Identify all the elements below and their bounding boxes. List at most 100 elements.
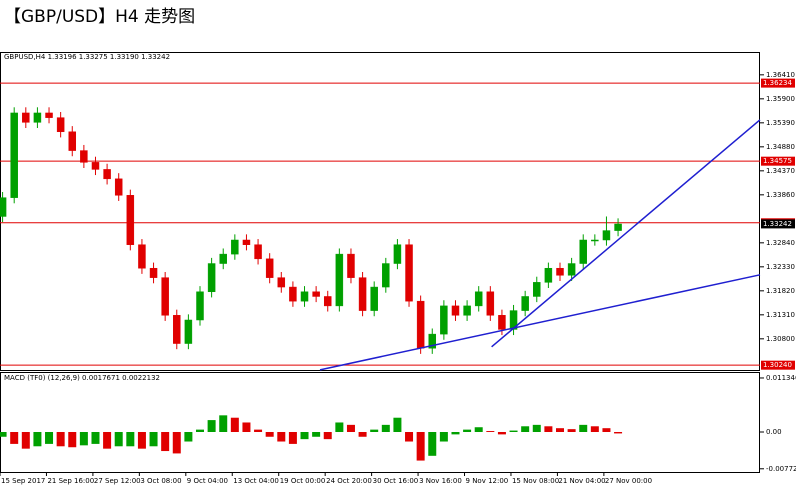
candle-body: [138, 244, 146, 269]
macd-bar: [300, 432, 309, 440]
candle-body: [149, 267, 158, 278]
macd-bar: [196, 429, 204, 432]
macd-bar: [497, 432, 506, 435]
x-tick-label: 9 Nov 12:00: [466, 477, 509, 485]
macd-bar: [439, 432, 448, 442]
macd-bar: [137, 432, 146, 449]
candle-body: [231, 239, 239, 255]
candle-body: [358, 277, 367, 311]
y-tick-label: 1.35390: [766, 119, 795, 127]
macd-bar: [230, 417, 239, 432]
y-tick-label: 1.33860: [766, 191, 795, 199]
candle-body: [254, 244, 262, 260]
y-tick-label: 1.34880: [766, 143, 795, 151]
macd-bar: [91, 432, 100, 444]
macd-bar: [242, 422, 251, 432]
x-tick-label: 3 Oct 08:00: [140, 477, 181, 485]
candle-body: [591, 239, 599, 242]
candle-body: [45, 112, 53, 118]
level-label-box: [761, 360, 795, 370]
candle-body: [370, 286, 378, 311]
macd-bar: [370, 429, 379, 432]
candle-body: [300, 291, 309, 302]
y-tick-label: 1.32840: [766, 239, 795, 247]
candle-body: [242, 239, 251, 245]
candle-body: [68, 131, 77, 151]
candle-body: [265, 258, 274, 278]
x-tick-label: 19 Oct 00:00: [280, 477, 326, 485]
main-pane: [0, 52, 760, 371]
candle-body: [56, 117, 65, 133]
symbol-info: GBPUSD,H4 1.33196 1.33275 1.33190 1.3324…: [4, 53, 170, 61]
level-label: 1.34575: [763, 157, 792, 165]
macd-bar: [149, 432, 158, 447]
macd-bar: [358, 432, 367, 437]
macd-bar: [323, 432, 332, 440]
candle-body: [184, 319, 193, 344]
candle-body: [114, 178, 123, 196]
macd-bar: [68, 432, 77, 448]
macd-bar: [590, 426, 599, 432]
x-tick-label: 21 Sep 16:00: [47, 477, 94, 485]
y-tick-label: 1.30800: [766, 335, 795, 343]
candle-body: [207, 263, 216, 293]
level-label: 1.36234: [763, 79, 792, 87]
x-tick-label: 24 Oct 20:00: [326, 477, 372, 485]
macd-bar: [416, 432, 425, 461]
macd-bar: [277, 432, 286, 442]
candle-body: [0, 197, 7, 217]
trendline: [491, 119, 761, 348]
candle-body: [22, 112, 30, 123]
x-tick-label: 27 Nov 00:00: [605, 477, 652, 485]
candle-body: [440, 305, 448, 335]
macd-bar: [0, 432, 7, 437]
macd-bar: [79, 432, 88, 446]
x-tick-label: 13 Oct 04:00: [233, 477, 279, 485]
x-tick-label: 27 Sep 12:00: [94, 477, 141, 485]
macd-bar: [405, 432, 414, 442]
candle-body: [347, 253, 355, 278]
level-label-box: [761, 78, 795, 88]
macd-bar: [509, 430, 518, 432]
macd-bar: [219, 415, 228, 432]
y-tick-label: 1.31310: [766, 311, 795, 319]
candle-body: [277, 277, 286, 288]
price-label-box: [761, 219, 795, 229]
candle-body: [312, 291, 320, 297]
price-label: 1.33242: [763, 220, 792, 228]
candle-body: [80, 150, 88, 163]
macd-bar: [544, 426, 553, 432]
macd-bar: [381, 424, 390, 432]
macd-bar: [346, 424, 355, 432]
y-tick-label: -0.007725: [766, 465, 796, 473]
page-title: 【GBP/USD】H4 走势图: [4, 7, 195, 27]
macd-bar: [207, 420, 216, 432]
macd-bar: [567, 429, 576, 432]
macd-info: MACD (TF0) (12,26,9) 0.0017671 0.0022132: [4, 374, 160, 382]
macd-bar: [172, 432, 181, 454]
macd-bar: [556, 428, 564, 432]
candle-body: [33, 112, 42, 123]
macd-bar: [486, 431, 495, 432]
candle-body: [335, 253, 344, 307]
macd-bar: [474, 427, 483, 432]
macd-pane: [0, 372, 760, 473]
x-tick-label: 21 Nov 04:00: [558, 477, 605, 485]
candle-body: [10, 112, 18, 198]
level-label: 1.30240: [763, 361, 792, 369]
candle-body: [474, 291, 483, 307]
candle-body: [126, 195, 135, 245]
y-tick-label: 0.011346: [766, 374, 796, 382]
candle-body: [602, 230, 611, 241]
candle-body: [289, 286, 297, 302]
macd-bar: [184, 432, 193, 442]
macd-bar: [614, 432, 623, 434]
macd-bar: [33, 432, 42, 447]
candle-body: [451, 305, 460, 316]
candle-body: [556, 267, 564, 276]
x-tick-label: 9 Oct 04:00: [187, 477, 228, 485]
level-label-box: [761, 156, 795, 166]
y-tick-label: 1.35900: [766, 95, 795, 103]
candle-body: [544, 267, 553, 283]
macd-bar: [114, 432, 123, 447]
